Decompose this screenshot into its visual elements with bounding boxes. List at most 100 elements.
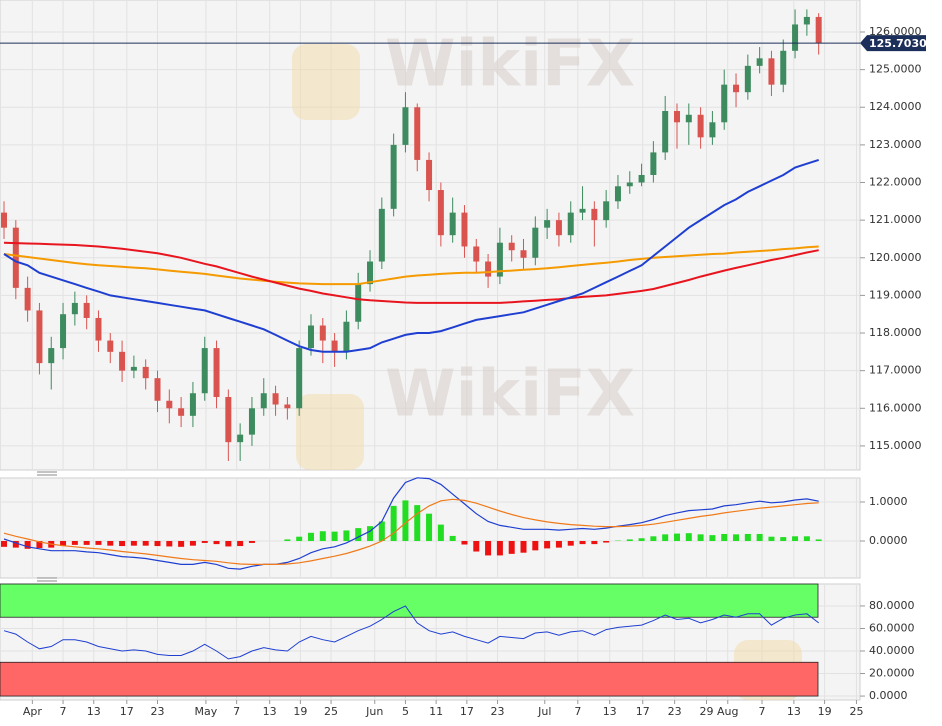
candle-body bbox=[803, 16, 810, 25]
price-panel bbox=[0, 0, 861, 471]
x-tick-label: 7 bbox=[574, 705, 581, 718]
candle-body bbox=[733, 84, 740, 93]
histogram-bar bbox=[792, 536, 799, 541]
candle-body bbox=[697, 114, 704, 138]
candle-body bbox=[201, 348, 208, 394]
histogram-bar bbox=[319, 531, 326, 541]
x-tick-label: 17 bbox=[636, 705, 650, 718]
x-tick-label: 11 bbox=[429, 705, 443, 718]
y-tick-label: 123.0000 bbox=[869, 138, 922, 151]
moving-average bbox=[3, 158, 820, 353]
histogram-bar bbox=[803, 536, 810, 541]
histogram-bar bbox=[166, 540, 173, 547]
panel-grip bbox=[37, 471, 57, 582]
moving-average bbox=[3, 245, 819, 286]
candle-body bbox=[367, 261, 374, 285]
candle-body bbox=[638, 174, 645, 183]
marks bbox=[0, 9, 822, 697]
y-tick-label: 60.0000 bbox=[869, 621, 915, 634]
x-tick-label: 13 bbox=[263, 705, 277, 718]
candle-body bbox=[437, 190, 444, 236]
candle-body bbox=[673, 111, 680, 123]
candle-body bbox=[792, 24, 799, 51]
candle-body bbox=[520, 250, 527, 258]
x-tick-label: Jul bbox=[537, 705, 551, 718]
candle-body bbox=[414, 107, 421, 160]
histogram-bar bbox=[638, 538, 645, 541]
histogram-bar bbox=[296, 536, 303, 541]
candle-body bbox=[237, 434, 244, 443]
candle-body bbox=[685, 114, 692, 123]
histogram-bar bbox=[756, 533, 763, 541]
histogram-bar bbox=[1, 540, 8, 547]
candle-body bbox=[579, 208, 586, 213]
histogram-bar bbox=[650, 536, 657, 541]
x-tick-label: 7 bbox=[759, 705, 766, 718]
histogram-bar bbox=[780, 537, 787, 541]
histogram-bar bbox=[579, 540, 586, 545]
x-tick-label: 29 bbox=[700, 705, 714, 718]
candle-body bbox=[603, 201, 610, 221]
macd-line bbox=[3, 477, 819, 570]
candle-body bbox=[567, 212, 574, 236]
y-tick-label: 0.0000 bbox=[869, 534, 908, 547]
histogram-bar bbox=[603, 540, 610, 543]
x-tick-label: 19 bbox=[818, 705, 832, 718]
histogram-bar bbox=[71, 540, 78, 545]
histogram-bar bbox=[768, 536, 775, 541]
candle-body bbox=[449, 212, 456, 236]
histogram-bar bbox=[532, 540, 539, 551]
x-tick-label: 7 bbox=[233, 705, 240, 718]
candle-body bbox=[650, 152, 657, 175]
x-tick-label: 19 bbox=[293, 705, 307, 718]
candle-body bbox=[355, 284, 362, 322]
y-tick-label: 115.0000 bbox=[869, 439, 922, 452]
histogram-bar bbox=[709, 535, 716, 541]
histogram-bar bbox=[414, 505, 421, 541]
x-tick-label: 23 bbox=[491, 705, 505, 718]
rsi-line bbox=[3, 605, 820, 660]
histogram-bar bbox=[697, 534, 704, 541]
histogram-bar bbox=[402, 500, 409, 541]
candle-body bbox=[461, 212, 468, 247]
histogram-bar bbox=[473, 540, 480, 552]
histogram-bar bbox=[355, 528, 362, 541]
y-tick-label: 116.0000 bbox=[869, 401, 922, 414]
histogram-bar bbox=[449, 535, 456, 541]
histogram-bar bbox=[12, 540, 19, 548]
x-tick-label: Apr bbox=[23, 705, 43, 718]
watermark: WikiFX bbox=[385, 28, 635, 102]
histogram-bar bbox=[721, 533, 728, 541]
x-tick-label: 23 bbox=[151, 705, 165, 718]
x-tick-label: 23 bbox=[668, 705, 682, 718]
y-tick-label: 118.0000 bbox=[869, 326, 922, 339]
histogram-bar bbox=[626, 539, 633, 541]
y-tick-label: 40.0000 bbox=[869, 644, 915, 657]
histogram-bar bbox=[508, 540, 515, 554]
candle-body bbox=[815, 16, 822, 44]
y-tick-label: 1.0000 bbox=[869, 495, 908, 508]
histogram-bar bbox=[225, 540, 232, 547]
x-tick-label: 25 bbox=[324, 705, 338, 718]
candle-body bbox=[756, 58, 763, 66]
histogram-bar bbox=[461, 540, 468, 545]
x-tick-label: Aug bbox=[717, 705, 738, 718]
x-tick-label: 17 bbox=[460, 705, 474, 718]
x-tick-label: 13 bbox=[87, 705, 101, 718]
candle-body bbox=[319, 325, 326, 341]
x-tick-label: Jun bbox=[365, 705, 383, 718]
histogram-bar bbox=[567, 540, 574, 546]
candle-body bbox=[248, 408, 255, 435]
histogram-bar bbox=[284, 539, 291, 541]
y-tick-label: 125.0000 bbox=[869, 63, 922, 76]
candle-body bbox=[1, 212, 8, 228]
histogram-bar bbox=[331, 531, 338, 541]
histogram-bar bbox=[119, 540, 126, 547]
candle-body bbox=[166, 400, 173, 409]
candle-body bbox=[343, 321, 350, 352]
y-tick-label: 117.0000 bbox=[869, 364, 922, 377]
y-tick-label: 121.0000 bbox=[869, 213, 922, 226]
candle-body bbox=[83, 302, 90, 318]
y-tick-label: 120.0000 bbox=[869, 251, 922, 264]
candle-body bbox=[307, 325, 314, 349]
